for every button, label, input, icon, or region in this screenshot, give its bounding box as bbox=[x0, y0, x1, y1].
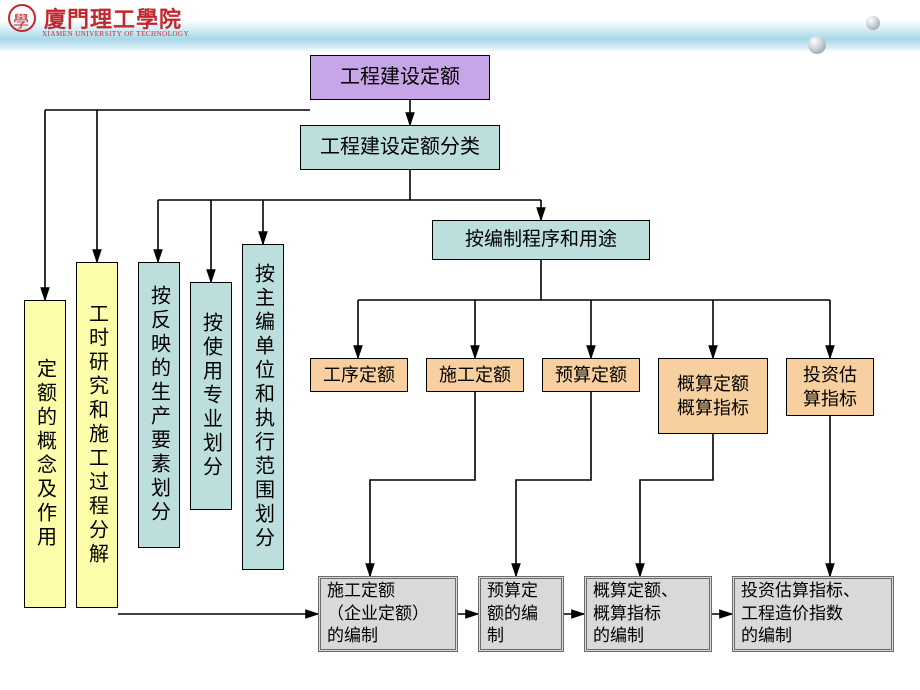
university-logo: 廈門理工學院 XIAMEN UNIVERSITY OF TECHNOLOGY bbox=[8, 2, 189, 38]
node-g4: 投资估算指标、 工程造价指数 的编制 bbox=[732, 576, 894, 652]
node-label: 定额的概念及作用 bbox=[31, 358, 60, 550]
node-label: 概算定额、 概算指标 的编制 bbox=[593, 580, 678, 649]
node-t1: 按反映的生产要素划分 bbox=[138, 262, 180, 548]
node-label: 投资估 算指标 bbox=[803, 363, 857, 412]
pearl-decoration bbox=[866, 16, 880, 30]
node-label: 按主编单位和执行范围划分 bbox=[249, 263, 278, 551]
node-label: 施工定额 bbox=[439, 363, 511, 387]
node-o4: 概算定额 概算指标 bbox=[658, 358, 768, 434]
node-o2: 施工定额 bbox=[426, 358, 524, 392]
pearl-decoration bbox=[808, 36, 826, 54]
node-label: 工序定额 bbox=[323, 363, 395, 387]
node-t4: 按编制程序和用途 bbox=[432, 220, 650, 260]
node-o3: 预算定额 bbox=[542, 358, 640, 392]
node-y2: 工时研究和施工过程分解 bbox=[76, 262, 118, 608]
node-label: 施工定额 （企业定额） 的编制 bbox=[327, 580, 429, 649]
node-classify: 工程建设定额分类 bbox=[300, 125, 500, 170]
node-label: 工程建设定额分类 bbox=[320, 134, 480, 161]
node-label: 按使用专业划分 bbox=[197, 312, 226, 480]
node-t3: 按主编单位和执行范围划分 bbox=[242, 244, 284, 570]
node-g2: 预算定 额的编 制 bbox=[478, 576, 564, 652]
node-o5: 投资估 算指标 bbox=[786, 358, 874, 416]
node-label: 按编制程序和用途 bbox=[465, 227, 617, 253]
node-g1: 施工定额 （企业定额） 的编制 bbox=[318, 576, 458, 652]
node-label: 概算定额 概算指标 bbox=[677, 372, 749, 421]
node-o1: 工序定额 bbox=[310, 358, 408, 392]
node-label: 工时研究和施工过程分解 bbox=[83, 303, 112, 567]
node-root: 工程建设定额 bbox=[310, 55, 490, 100]
node-y1: 定额的概念及作用 bbox=[24, 300, 66, 608]
logo-text: 廈門理工學院 bbox=[44, 7, 182, 32]
logo-seal-icon bbox=[8, 4, 36, 32]
node-label: 预算定 额的编 制 bbox=[487, 580, 538, 649]
logo-subtext: XIAMEN UNIVERSITY OF TECHNOLOGY bbox=[42, 30, 189, 38]
node-label: 工程建设定额 bbox=[340, 64, 460, 91]
node-label: 投资估算指标、 工程造价指数 的编制 bbox=[741, 580, 860, 649]
node-label: 按反映的生产要素划分 bbox=[145, 285, 174, 525]
node-g3: 概算定额、 概算指标 的编制 bbox=[584, 576, 712, 652]
node-label: 预算定额 bbox=[555, 363, 627, 387]
node-t2: 按使用专业划分 bbox=[190, 282, 232, 510]
